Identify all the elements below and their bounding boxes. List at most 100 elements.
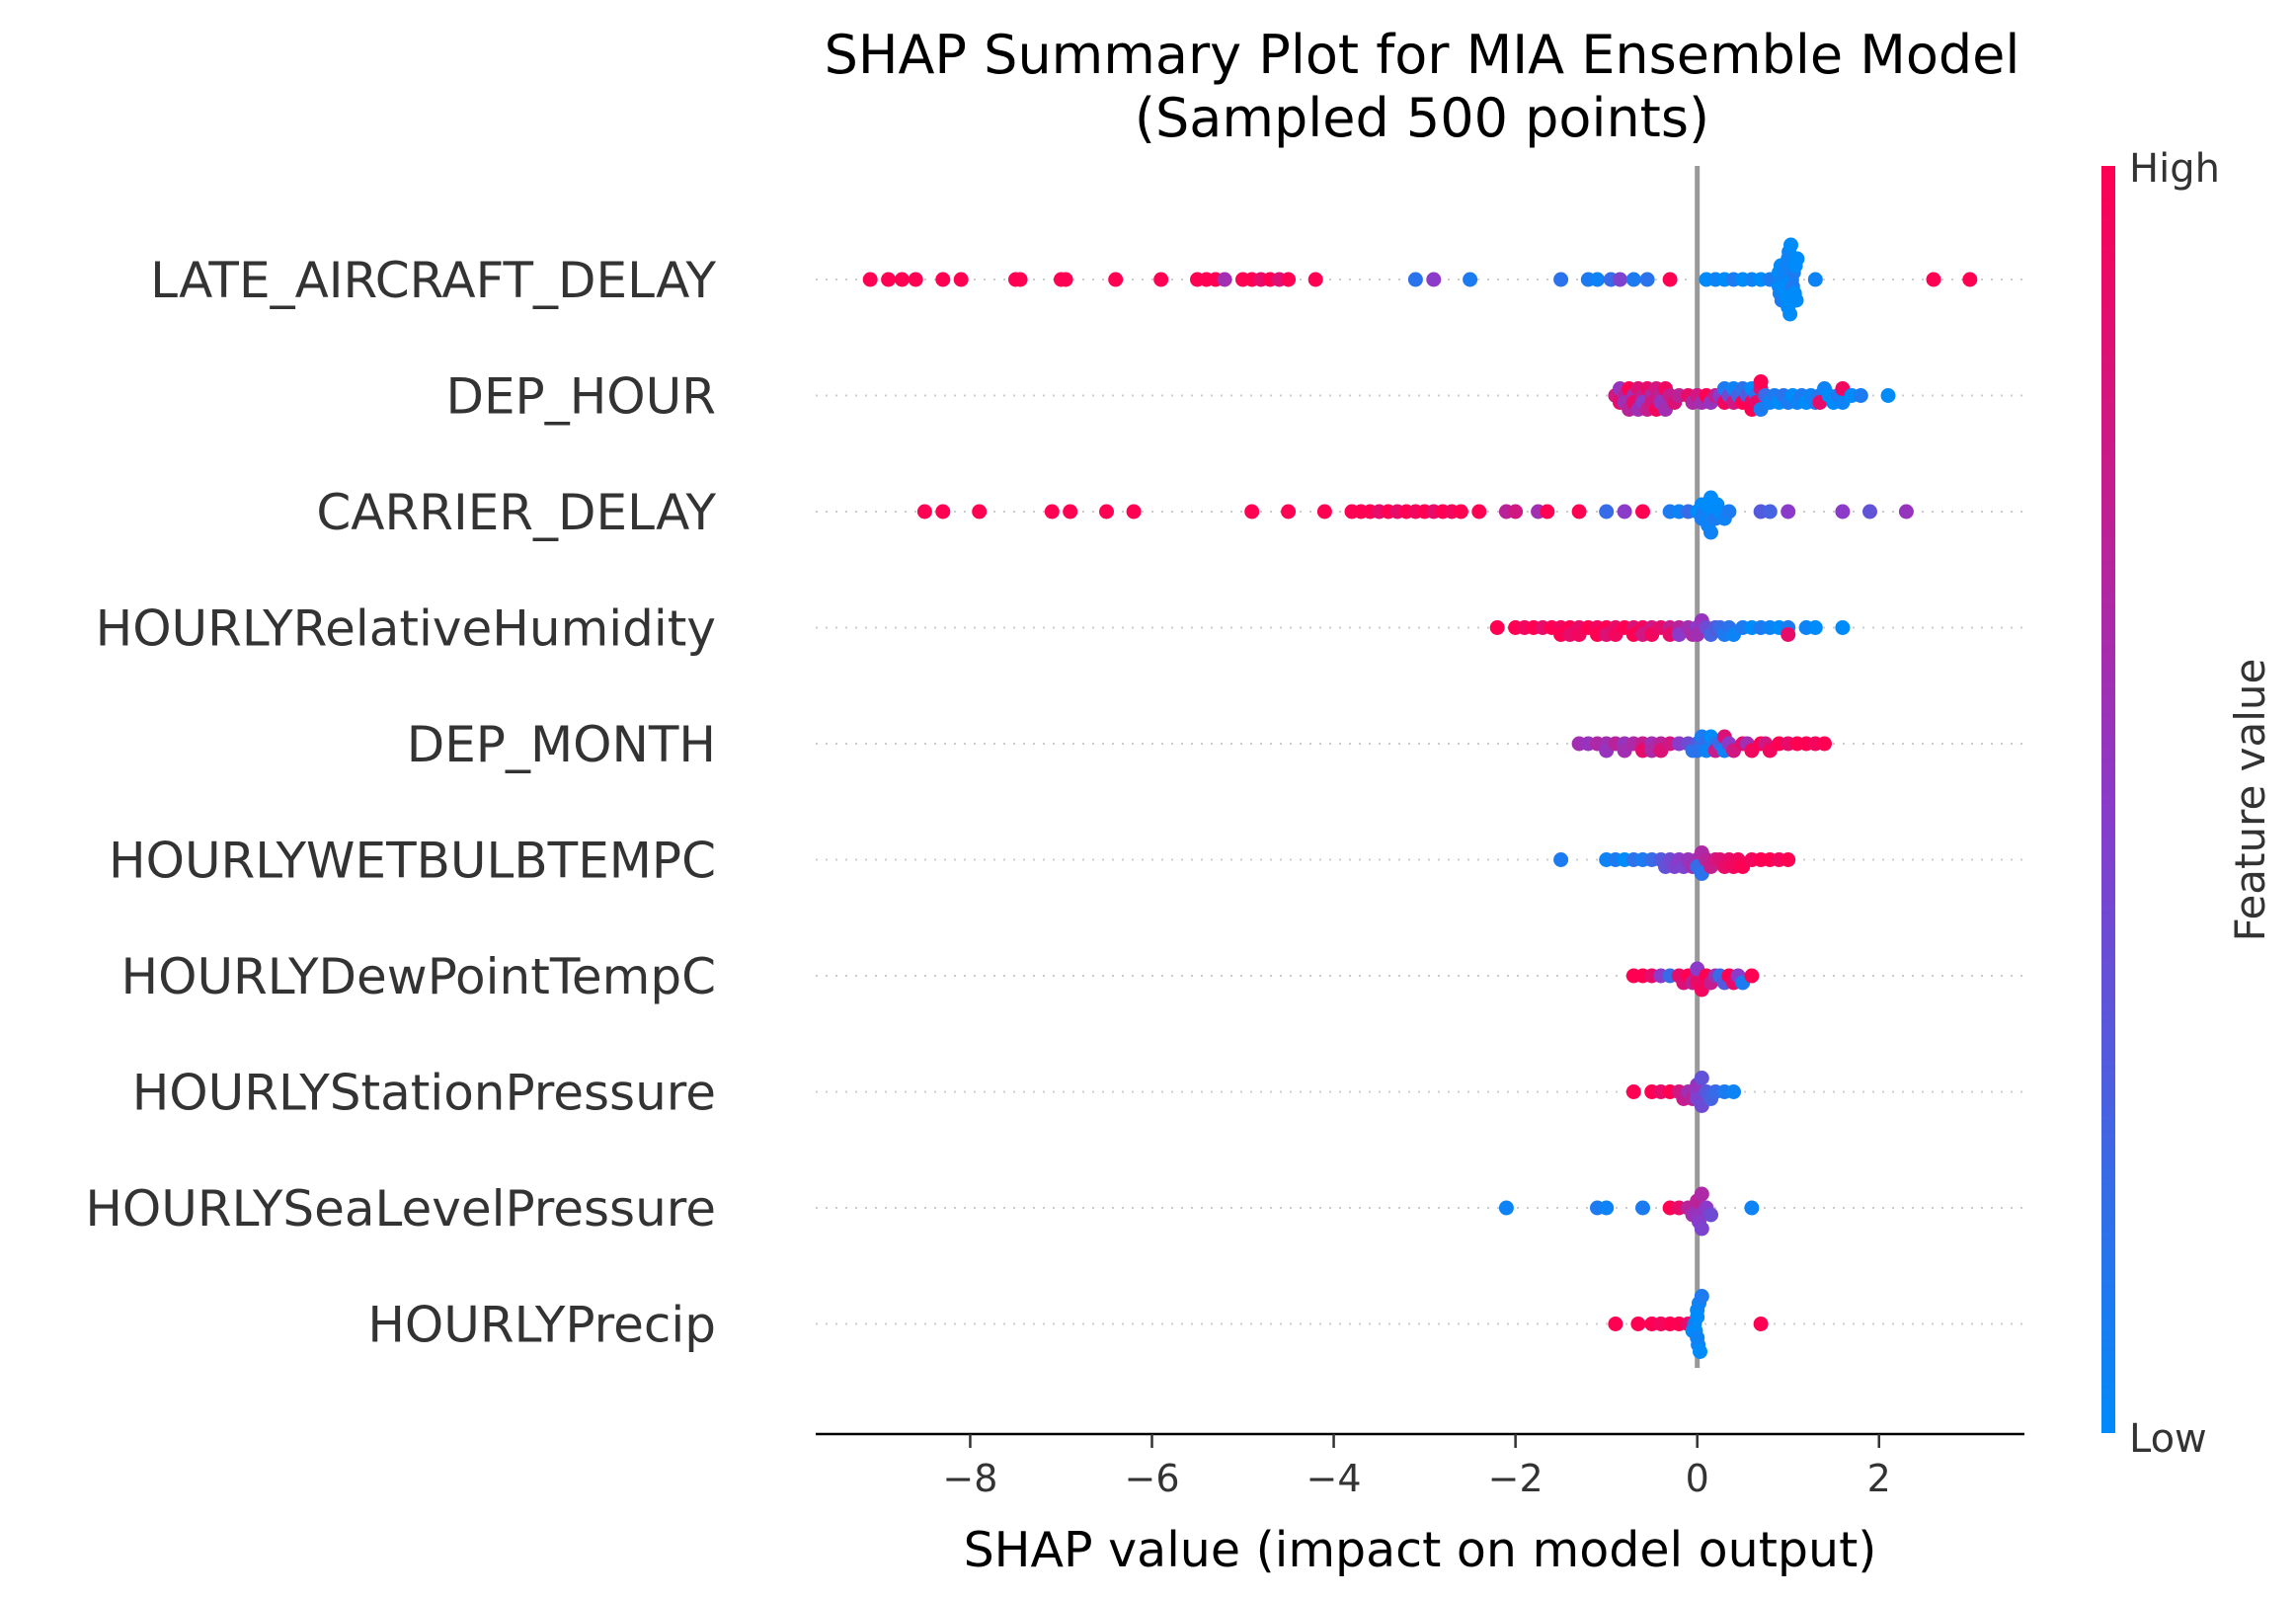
- shap-point-carrier-delay: [1617, 504, 1632, 519]
- shap-point-carrier-delay: [1703, 524, 1718, 540]
- shap-point-late-aircraft-delay: [953, 272, 969, 287]
- shap-point-late-aircraft-delay: [1807, 272, 1823, 287]
- shap-point-carrier-delay: [1898, 504, 1914, 519]
- chart-title-line-1: SHAP Summary Plot for MIA Ensemble Model: [825, 24, 2020, 86]
- feature-rows: LATE_AIRCRAFT_DELAY DEP_HOUR CARRIER_DELAY…: [85, 252, 2024, 1354]
- colorbar-high-label: High: [2129, 146, 2220, 192]
- shap-point-carrier-delay: [1453, 504, 1468, 519]
- shap-point-carrier-delay: [1635, 504, 1650, 519]
- shap-point-hourlysealevelpressure: [1498, 1200, 1514, 1216]
- shap-point-late-aircraft-delay: [1783, 237, 1798, 253]
- feature-label-dep-month: DEP_MONTH: [407, 716, 716, 773]
- feature-label-hourlyrelativehumidity: HOURLYRelativeHumidity: [96, 600, 716, 658]
- shap-point-carrier-delay: [1781, 504, 1796, 519]
- shap-point-carrier-delay: [1126, 504, 1142, 519]
- colorbar-title: Feature value: [2226, 659, 2274, 942]
- shap-point-carrier-delay: [1571, 504, 1587, 519]
- shap-point-hourlysealevelpressure: [1635, 1200, 1650, 1216]
- shap-point-late-aircraft-delay: [1782, 306, 1798, 322]
- shap-point-hourlyrelativehumidity: [1489, 620, 1505, 635]
- x-tick-label: −8: [942, 1457, 997, 1500]
- shap-point-carrier-delay: [1721, 504, 1737, 519]
- shap-point-dep-hour: [1880, 388, 1896, 403]
- shap-point-dep-hour: [1853, 388, 1868, 403]
- shap-point-dep-hour: [1753, 374, 1769, 389]
- shap-point-late-aircraft-delay: [1217, 272, 1232, 287]
- shap-point-late-aircraft-delay: [1788, 292, 1804, 308]
- shap-point-hourlysealevelpressure: [1703, 1207, 1718, 1223]
- shap-point-carrier-delay: [972, 504, 988, 519]
- shap-point-hourlyrelativehumidity: [1835, 620, 1851, 635]
- shap-point-late-aircraft-delay: [908, 272, 923, 287]
- shap-point-carrier-delay: [1471, 504, 1487, 519]
- shap-point-hourlystationpressure: [1625, 1084, 1641, 1099]
- shap-point-carrier-delay: [1044, 504, 1060, 519]
- shap-point-hourlystationpressure: [1726, 1084, 1741, 1099]
- shap-point-late-aircraft-delay: [862, 272, 878, 287]
- shap-point-late-aircraft-delay: [1625, 272, 1641, 287]
- shap-point-late-aircraft-delay: [1639, 272, 1655, 287]
- shap-point-late-aircraft-delay: [1926, 272, 1941, 287]
- shap-point-late-aircraft-delay: [1789, 251, 1805, 267]
- shap-point-hourlysealevelpressure: [1694, 1186, 1709, 1202]
- shap-point-carrier-delay: [1063, 504, 1078, 519]
- shap-point-late-aircraft-delay: [1153, 272, 1169, 287]
- shap-point-hourlydewpointtempc: [1744, 968, 1760, 984]
- shap-point-carrier-delay: [1244, 504, 1260, 519]
- feature-label-hourlydewpointtempc: HOURLYDewPointTempC: [120, 948, 716, 1005]
- x-axis-ticks: −8 −6 −4 −2 0 2: [942, 1434, 1891, 1500]
- shap-point-late-aircraft-delay: [1553, 272, 1569, 287]
- shap-point-late-aircraft-delay: [1407, 272, 1423, 287]
- shap-point-late-aircraft-delay: [1962, 272, 1978, 287]
- shap-point-late-aircraft-delay: [1108, 272, 1124, 287]
- shap-point-hourlyprecip: [1694, 1289, 1709, 1304]
- colorbar: [2101, 166, 2115, 1433]
- shap-point-carrier-delay: [935, 504, 951, 519]
- shap-point-hourlyprecip: [1630, 1317, 1646, 1331]
- shap-point-carrier-delay: [1762, 504, 1778, 519]
- shap-point-dep-month: [1817, 736, 1832, 752]
- shap-point-late-aircraft-delay: [894, 272, 910, 287]
- shap-point-late-aircraft-delay: [881, 272, 897, 287]
- feature-label-carrier-delay: CARRIER_DELAY: [316, 484, 716, 541]
- shap-point-hourlysealevelpressure: [1694, 1221, 1709, 1237]
- shap-point-hourlyprecip: [1608, 1317, 1623, 1331]
- x-tick-label: −2: [1488, 1457, 1544, 1500]
- shap-point-hourlywetbulbtempc: [1553, 852, 1569, 867]
- shap-point-carrier-delay: [916, 504, 932, 519]
- shap-point-late-aircraft-delay: [1463, 272, 1478, 287]
- x-tick-label: −4: [1306, 1457, 1362, 1500]
- shap-point-carrier-delay: [1599, 504, 1615, 519]
- shap-point-late-aircraft-delay: [1058, 272, 1073, 287]
- shap-point-late-aircraft-delay: [1613, 272, 1627, 287]
- shap-point-hourlyrelativehumidity: [1807, 620, 1823, 635]
- shap-point-hourlyprecip: [1753, 1317, 1769, 1331]
- shap-point-late-aircraft-delay: [1012, 272, 1028, 287]
- feature-label-hourlyprecip: HOURLYPrecip: [367, 1297, 716, 1354]
- shap-point-carrier-delay: [1862, 504, 1877, 519]
- shap-point-carrier-delay: [1508, 504, 1524, 519]
- shap-point-hourlyrelativehumidity: [1781, 627, 1796, 642]
- chart-title-line-2: (Sampled 500 points): [1135, 87, 1709, 149]
- shap-point-late-aircraft-delay: [1662, 272, 1678, 287]
- shap-point-hourlystationpressure: [1694, 1071, 1709, 1085]
- shap-point-late-aircraft-delay: [1590, 272, 1605, 287]
- shap-point-late-aircraft-delay: [1281, 272, 1297, 287]
- feature-label-dep-hour: DEP_HOUR: [445, 368, 716, 426]
- feature-label-hourlystationpressure: HOURLYStationPressure: [132, 1065, 716, 1122]
- shap-point-carrier-delay: [1316, 504, 1332, 519]
- shap-point-hourlywetbulbtempc: [1781, 852, 1796, 867]
- points-layer: [862, 237, 1978, 1359]
- x-tick-label: −6: [1124, 1457, 1179, 1500]
- feature-label-hourlywetbulbtempc: HOURLYWETBULBTEMPC: [109, 833, 716, 890]
- shap-point-late-aircraft-delay: [935, 272, 951, 287]
- feature-label-late-aircraft-delay: LATE_AIRCRAFT_DELAY: [150, 252, 716, 309]
- shap-point-hourlysealevelpressure: [1599, 1200, 1615, 1216]
- x-axis-label: SHAP value (impact on model output): [964, 1522, 1877, 1578]
- x-tick-label: 2: [1867, 1457, 1891, 1500]
- colorbar-low-label: Low: [2129, 1416, 2207, 1462]
- x-tick-label: 0: [1686, 1457, 1709, 1500]
- shap-point-carrier-delay: [1099, 504, 1114, 519]
